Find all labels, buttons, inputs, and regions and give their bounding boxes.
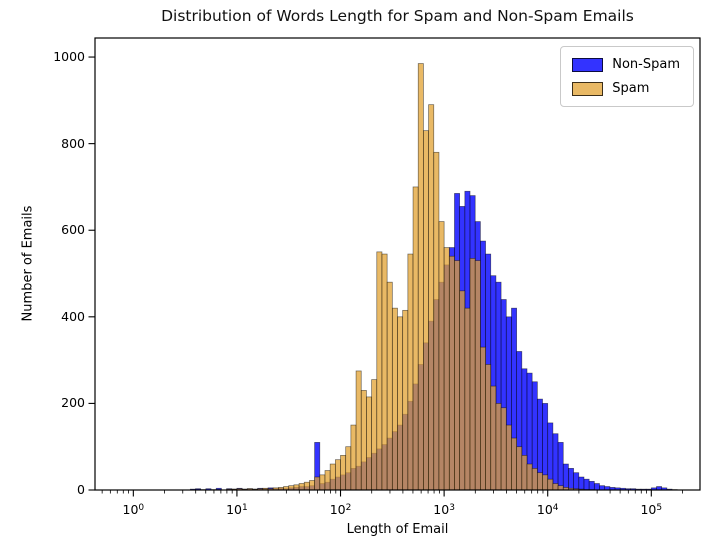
histogram-bar bbox=[340, 455, 347, 491]
histogram-bar bbox=[303, 481, 310, 491]
histogram-bar bbox=[547, 478, 554, 491]
histogram-bar bbox=[568, 468, 574, 491]
x-tick-label: 104 bbox=[536, 502, 559, 518]
histogram-bar bbox=[495, 403, 502, 491]
histogram-bar bbox=[531, 468, 538, 491]
histogram-bar bbox=[309, 480, 315, 491]
histogram-bar bbox=[412, 186, 419, 491]
histogram-bar bbox=[423, 130, 429, 491]
histogram-bar bbox=[552, 483, 559, 491]
histogram-bar bbox=[334, 459, 341, 491]
histogram-bar bbox=[428, 104, 435, 491]
histogram-bar bbox=[588, 480, 595, 491]
histogram-bar bbox=[485, 364, 492, 491]
histogram-bar bbox=[355, 370, 362, 491]
histogram-bar bbox=[448, 255, 455, 491]
chart-title: Distribution of Words Length for Spam an… bbox=[161, 7, 634, 25]
histogram-bar bbox=[288, 485, 295, 491]
legend-swatch-spam bbox=[572, 81, 604, 96]
histogram-bar bbox=[417, 63, 424, 491]
legend: Non-Spam Spam bbox=[560, 46, 694, 107]
y-tick-label: 1000 bbox=[53, 49, 85, 65]
histogram-bar bbox=[505, 424, 512, 491]
histogram-bar bbox=[474, 260, 481, 491]
histogram-bar bbox=[526, 463, 533, 491]
y-tick-label: 200 bbox=[61, 395, 85, 411]
histogram-bar bbox=[350, 424, 357, 491]
histogram-bar bbox=[490, 385, 497, 491]
histogram-bar bbox=[371, 379, 378, 491]
histogram-bar bbox=[521, 455, 528, 491]
histogram-bar bbox=[469, 258, 476, 491]
histogram-bar bbox=[573, 472, 580, 491]
histogram-bar bbox=[438, 221, 445, 491]
histogram-bar bbox=[480, 346, 486, 491]
histogram-bar bbox=[319, 474, 326, 491]
histogram-bar bbox=[599, 485, 606, 491]
x-axis-label: Length of Email bbox=[346, 522, 449, 537]
histogram-bar bbox=[557, 442, 564, 491]
histogram-bar bbox=[298, 483, 305, 491]
histogram-bar bbox=[314, 476, 321, 491]
histogram-bar bbox=[578, 476, 585, 491]
histogram-bar bbox=[511, 437, 517, 491]
legend-label-spam: Spam bbox=[612, 81, 650, 96]
histogram-bar bbox=[593, 483, 600, 491]
y-tick-label: 400 bbox=[61, 308, 85, 324]
histogram-bar bbox=[552, 433, 559, 491]
histogram-bar bbox=[407, 253, 414, 491]
histogram-bar bbox=[386, 281, 393, 491]
legend-swatch-non-spam bbox=[572, 57, 604, 72]
y-tick-label: 800 bbox=[61, 135, 85, 151]
x-tick-label: 103 bbox=[433, 502, 455, 518]
histogram-bar bbox=[391, 307, 398, 491]
histogram-bar bbox=[557, 485, 564, 491]
x-tick-label: 102 bbox=[329, 502, 352, 518]
histogram-bar bbox=[376, 251, 383, 491]
axes-border bbox=[94, 37, 701, 491]
histogram-bar bbox=[366, 396, 372, 491]
histogram-bar bbox=[381, 253, 388, 491]
histogram-bar bbox=[562, 463, 569, 491]
histogram-bar bbox=[516, 446, 523, 491]
histogram-bar bbox=[397, 316, 404, 491]
legend-item-non-spam: Non-Spam bbox=[572, 57, 680, 72]
histogram-bar bbox=[464, 307, 471, 491]
histogram-bar bbox=[583, 478, 590, 491]
y-tick-label: 600 bbox=[61, 222, 85, 238]
histogram-bar bbox=[345, 446, 352, 491]
x-tick-label: 105 bbox=[640, 502, 663, 518]
histogram-bar bbox=[324, 470, 331, 491]
histogram-bar bbox=[433, 151, 440, 491]
histogram-bar bbox=[402, 309, 409, 491]
histogram-bar bbox=[500, 407, 507, 491]
histogram-bar bbox=[542, 474, 549, 491]
legend-label-non-spam: Non-Spam bbox=[612, 57, 680, 72]
histogram-bar bbox=[329, 463, 336, 491]
histogram-bar bbox=[536, 472, 543, 491]
histogram-bar bbox=[293, 484, 300, 491]
y-tick-label: 0 bbox=[77, 482, 85, 497]
histogram-bar bbox=[459, 290, 466, 491]
x-tick-label: 101 bbox=[226, 502, 248, 518]
histogram-bar bbox=[360, 390, 367, 491]
histogram-bar bbox=[443, 247, 450, 491]
legend-item-spam: Spam bbox=[572, 81, 680, 96]
x-tick-label: 100 bbox=[122, 502, 145, 518]
histogram-bar bbox=[454, 260, 461, 491]
